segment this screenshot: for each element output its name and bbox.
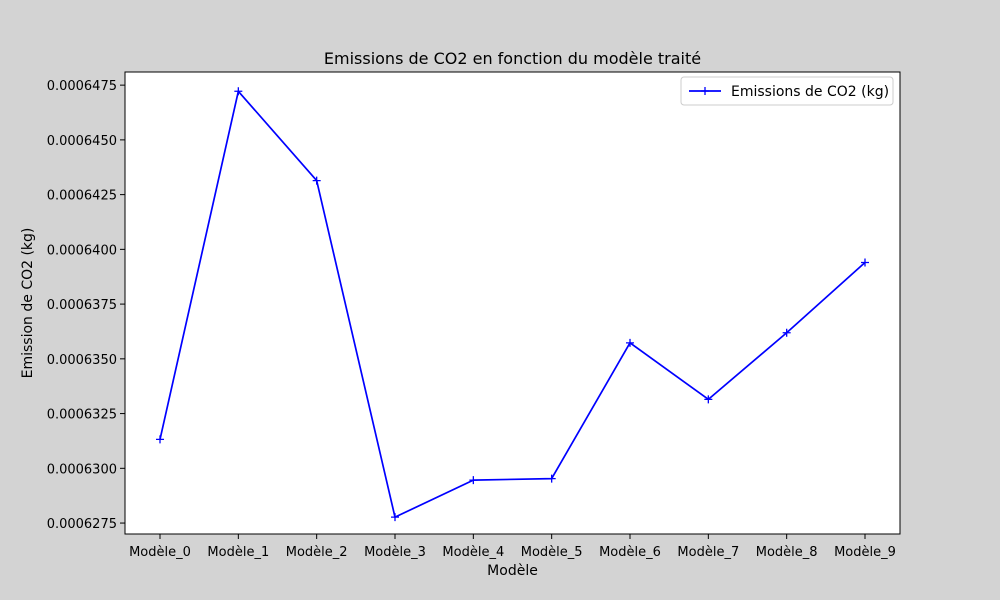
y-ticks: 0.0006275 0.0006300 0.0006325 0.0006350 0.00… (47, 79, 125, 532)
x-tick-label: Modèle_8 (756, 545, 818, 560)
y-axis-label: Emission de CO2 (kg) (20, 228, 36, 379)
y-tick-label: 0.0006400 (47, 243, 117, 258)
x-tick-label: Modèle_6 (599, 545, 661, 560)
legend-entry: Emissions de CO2 (kg) (731, 84, 889, 100)
x-tick-label: Modèle_0 (129, 545, 191, 560)
x-tick-label: Modèle_1 (207, 545, 269, 560)
data-point (312, 176, 321, 185)
legend-marker-sample (701, 87, 709, 95)
y-tick-label: 0.0006325 (47, 408, 117, 423)
y-tick-label: 0.0006375 (47, 298, 117, 313)
y-tick-label: 0.0006275 (47, 517, 117, 532)
x-tick-label: Modèle_2 (286, 545, 348, 560)
data-point (234, 87, 243, 96)
x-tick-label: Modèle_4 (442, 545, 504, 560)
y-tick-label: 0.0006475 (47, 79, 117, 94)
y-tick-label: 0.0006450 (47, 134, 117, 149)
data-point (782, 328, 791, 337)
x-tick-label: Modèle_5 (521, 545, 583, 560)
y-tick-label: 0.0006425 (47, 189, 117, 204)
legend: Emissions de CO2 (kg) (680, 76, 894, 106)
plot-area (125, 72, 900, 534)
data-point (626, 338, 634, 347)
x-axis-label: Modèle (487, 563, 538, 579)
data-point (391, 513, 399, 522)
plot-frame (124, 71, 901, 535)
y-tick-label: 0.0006350 (47, 353, 117, 368)
series-layer (156, 87, 869, 522)
series-line-0 (159, 90, 866, 518)
y-tick-label: 0.0006300 (47, 462, 117, 477)
chart-title: Emissions de CO2 en fonction du modèle t… (324, 49, 701, 68)
data-point (861, 258, 869, 267)
data-point (704, 395, 713, 404)
x-tick-label: Modèle_9 (834, 545, 896, 560)
x-ticks: Modèle_0 Modèle_1 Modèle_2 Modèle_3 Modèle_4… (129, 534, 896, 560)
data-point (156, 435, 164, 444)
legend-box (680, 76, 894, 106)
x-tick-label: Modèle_7 (677, 545, 739, 560)
x-tick-label: Modèle_3 (364, 545, 426, 560)
data-point (547, 474, 556, 483)
data-point (469, 476, 478, 485)
